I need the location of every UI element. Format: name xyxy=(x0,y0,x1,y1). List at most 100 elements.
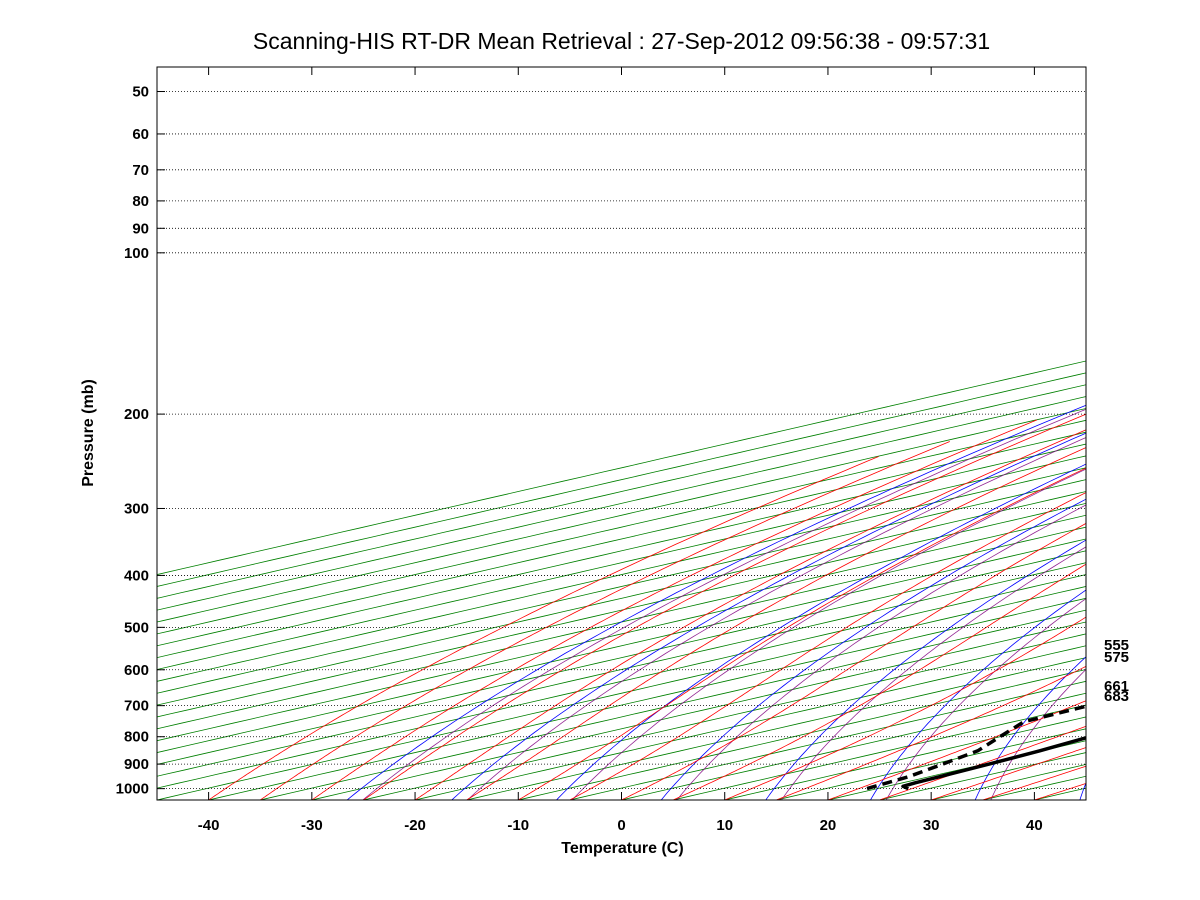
isotherm-line xyxy=(157,479,1086,694)
isotherm-line xyxy=(1179,62,1200,802)
isotherm-line xyxy=(464,657,1086,800)
isotherm-line xyxy=(157,467,1086,682)
dry-adiabat-line xyxy=(974,656,1086,800)
mixing-ratio-line xyxy=(781,546,1086,800)
x-tick-label: 40 xyxy=(1026,817,1043,834)
isotherm-line xyxy=(361,633,1086,800)
isotherm-line xyxy=(157,455,1086,670)
isotherm-line xyxy=(157,431,1086,647)
y-tick-label: 500 xyxy=(124,619,149,636)
x-axis-label: Temperature (C) xyxy=(561,840,684,857)
moist-adiabat-line xyxy=(879,725,1086,800)
moist-adiabat-line xyxy=(931,747,1086,800)
y-tick-label: 1000 xyxy=(116,781,149,798)
y-tick-label: 80 xyxy=(132,193,149,210)
isotherm-line xyxy=(516,669,1086,800)
y-tick-label: 60 xyxy=(132,126,149,143)
x-tick-label: -20 xyxy=(404,817,426,834)
x-tick-label: 0 xyxy=(617,817,625,834)
y-tick-label: 700 xyxy=(124,698,149,715)
moist-adiabat-line xyxy=(827,700,1086,800)
x-axis-ticks: -40 -30 -20 -10 0 10 20 30 40 xyxy=(198,67,1043,834)
isotherm-line xyxy=(157,384,1086,599)
x-tick-label: 10 xyxy=(716,817,733,834)
mixing-ratio-line xyxy=(676,504,1086,800)
mixing-ratio-line xyxy=(990,668,1086,800)
isotherm-line xyxy=(157,372,1086,587)
moist-adiabat-line xyxy=(414,429,1086,800)
chart-title: Scanning-HIS RT-DR Mean Retrieval : 27-S… xyxy=(252,28,991,54)
isotherm-line xyxy=(157,586,1086,800)
moist-adiabat-line xyxy=(259,441,950,800)
x-tick-label: -10 xyxy=(507,817,529,834)
dry-adiabat-line xyxy=(555,463,1086,800)
isotherm-line xyxy=(157,408,1086,623)
y-tick-label: 90 xyxy=(132,220,149,237)
x-tick-label: -40 xyxy=(198,817,220,834)
y-tick-label: 400 xyxy=(124,567,149,584)
isotherm-line xyxy=(157,443,1086,659)
moist-adiabat-line xyxy=(724,616,1086,800)
mixing-ratio-line xyxy=(571,468,1086,800)
isotherm-line xyxy=(157,491,1086,706)
moist-adiabat-line xyxy=(363,413,1086,800)
y-tick-label: 300 xyxy=(124,500,149,517)
moist-adiabat-line xyxy=(776,665,1086,800)
x-tick-label: 20 xyxy=(820,817,837,834)
profiles xyxy=(866,704,1086,791)
isotherm-line xyxy=(413,645,1086,800)
mixing-ratio-line xyxy=(466,437,1086,800)
isotherm-line xyxy=(310,621,1086,800)
isotherm-line xyxy=(157,419,1086,635)
right-annotation-label: 661 xyxy=(1104,678,1129,695)
y-tick-label: 70 xyxy=(132,162,149,179)
moist-adiabat-line xyxy=(208,456,879,800)
dry-adiabat-line xyxy=(346,404,1086,800)
isotherm-line xyxy=(157,550,1086,765)
moist-adiabat-line xyxy=(569,492,1086,800)
isotherm-line xyxy=(157,562,1086,777)
isotherm-line xyxy=(157,574,1086,789)
isotherm-line xyxy=(157,360,1086,575)
isotherm-line xyxy=(157,514,1086,730)
x-tick-label: 30 xyxy=(923,817,940,834)
y-tick-label: 600 xyxy=(124,662,149,679)
right-annotation-label: 575 xyxy=(1104,649,1129,666)
y-tick-label: 100 xyxy=(124,245,149,262)
dry-adiabat-line xyxy=(660,498,1086,800)
dewpoint-profile xyxy=(866,704,1086,791)
isotherm-line xyxy=(826,740,1086,800)
isotherm-line xyxy=(929,763,1086,800)
y-tick-label: 200 xyxy=(124,406,149,423)
isotherm-line xyxy=(157,526,1086,742)
moist-adiabat-line xyxy=(621,522,1086,800)
moist-adiabat-line xyxy=(518,467,1086,800)
isotherm-line xyxy=(258,609,1086,800)
dry-adiabat-line xyxy=(451,432,1086,800)
dry-adiabat-line xyxy=(870,589,1086,800)
y-tick-label: 800 xyxy=(124,729,149,746)
isotherm-line xyxy=(157,502,1086,718)
y-tick-label: 900 xyxy=(124,756,149,773)
moist-adiabat-line xyxy=(311,419,1038,800)
x-tick-label: -30 xyxy=(301,817,323,834)
isotherm-line xyxy=(157,538,1086,753)
y-axis-ticks: 50 60 70 80 90 100 200 300 400 500 600 700 800 900 100… xyxy=(116,84,165,798)
moist-adiabat-line xyxy=(466,447,1086,800)
isotherm-line xyxy=(206,597,1086,800)
right-annotation-label: 555 xyxy=(1104,637,1129,654)
mixing-ratio-line xyxy=(885,598,1086,800)
temperature-profile xyxy=(901,735,1086,791)
background-lines xyxy=(157,62,1200,802)
dry-adiabat-line xyxy=(1184,62,1200,802)
dry-adiabat-line xyxy=(765,539,1086,800)
dry-adiabat-line xyxy=(1079,781,1086,800)
mixing-ratio-line xyxy=(362,408,1086,800)
moist-adiabat-line xyxy=(672,563,1086,800)
y-tick-label: 50 xyxy=(132,84,149,101)
isotherm-line xyxy=(157,396,1086,611)
y-axis-label: Pressure (mb) xyxy=(80,379,97,487)
right-annotation-label: 683 xyxy=(1104,688,1129,705)
